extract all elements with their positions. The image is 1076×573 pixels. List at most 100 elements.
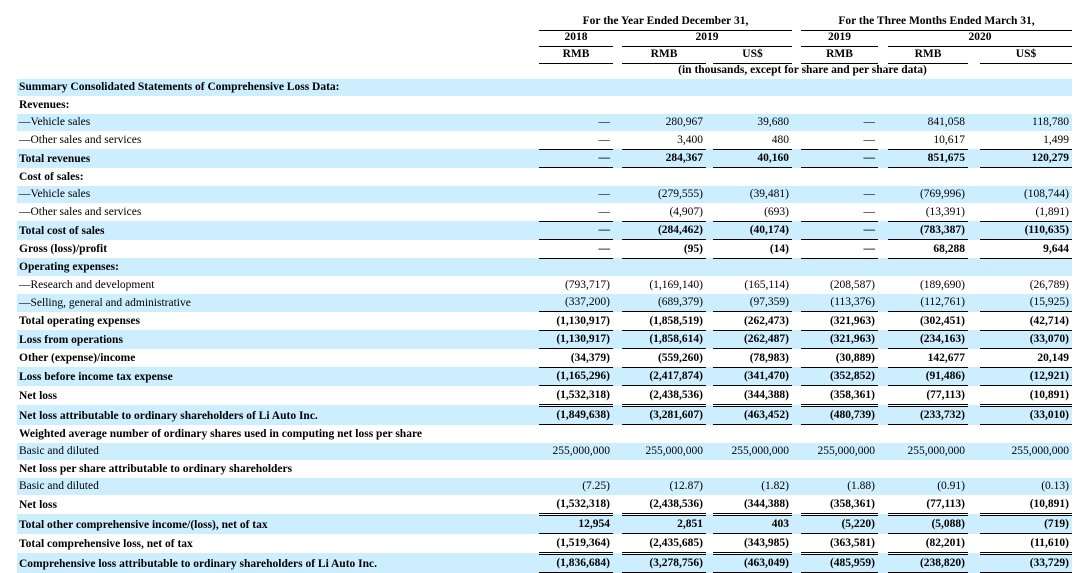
value-cell: (463,049): [713, 553, 792, 573]
column-gap: [968, 495, 980, 514]
column-gap: [878, 478, 888, 496]
column-gap: [613, 96, 622, 114]
value-cell: (2,438,536): [622, 495, 706, 516]
value-cell: 280,967: [665, 116, 703, 128]
value-cell: [713, 168, 792, 186]
table-row: Basic and diluted 255,000,000 255,000,000 2…: [17, 442, 1072, 460]
header-currency-row: RMB RMB US$ RMB RMB US$: [17, 46, 1072, 64]
column-gap: [792, 131, 801, 149]
column-gap: [613, 534, 622, 554]
value-cell: (689,379): [622, 293, 706, 312]
value-cell: 118,780: [1032, 116, 1069, 128]
year-column-2019-quarter: 2019: [801, 30, 878, 47]
column-gap: [878, 386, 888, 406]
value-cell: 255,000,000: [731, 445, 790, 457]
value-cell: (77,113): [888, 385, 968, 407]
value-cell: (344,388): [713, 495, 792, 516]
row-label: Summary Consolidated Statements of Compr…: [19, 81, 340, 93]
column-gap: [878, 553, 888, 573]
column-gap: [878, 367, 888, 386]
column-gap: [792, 276, 801, 294]
column-gap: [792, 96, 801, 114]
value-cell: (783,387): [888, 221, 968, 240]
value-cell: (2,435,685): [622, 533, 706, 555]
column-gap: [706, 276, 713, 294]
value-cell: [888, 79, 968, 97]
column-gap: [792, 168, 801, 186]
column-gap: [706, 168, 713, 186]
value-cell: [801, 168, 878, 186]
value-cell: (30,889): [801, 348, 878, 368]
table-row: Gross (loss)/profit — (95) (14) — 68,288 9,644: [17, 239, 1072, 259]
row-label: —Other sales and services: [19, 134, 142, 146]
value-cell: (7.25): [582, 480, 610, 492]
value-cell: (262,473): [713, 311, 792, 331]
column-gap: [968, 514, 980, 534]
value-cell: [980, 79, 1072, 97]
column-gap: [968, 294, 980, 312]
column-gap: [706, 553, 713, 573]
value-cell: (284,462): [622, 221, 706, 240]
column-gap: [706, 330, 713, 349]
header-period-group-row: For the Year Ended December 31, For the …: [17, 14, 1072, 31]
value-cell: (463,452): [713, 405, 792, 425]
value-cell: (13,391): [888, 203, 968, 222]
value-cell: [980, 258, 1072, 276]
table-body: Summary Consolidated Statements of Compr…: [17, 78, 1072, 573]
column-gap: [792, 114, 801, 132]
value-cell: (234,163): [888, 330, 968, 349]
column-gap: [613, 168, 622, 186]
value-cell: [713, 96, 792, 114]
header-spacer: [792, 30, 801, 47]
value-cell: [539, 96, 613, 114]
value-cell: [622, 425, 706, 443]
value-cell: —: [863, 116, 876, 128]
value-cell: (5,088): [888, 514, 968, 534]
header-spacer: [792, 14, 801, 30]
value-cell: (352,852): [801, 367, 878, 386]
value-cell: (1,519,364): [539, 533, 613, 555]
value-cell: (0.13): [1041, 480, 1069, 492]
column-gap: [792, 425, 801, 443]
row-label: Basic and diluted: [19, 445, 99, 457]
value-cell: (78,983): [713, 348, 792, 368]
column-gap: [613, 460, 622, 478]
value-cell: 480: [713, 131, 792, 150]
row-label: Net loss: [19, 390, 58, 402]
value-cell: (95): [622, 239, 706, 259]
value-cell: (279,555): [657, 188, 703, 200]
row-label: Total comprehensive loss, net of tax: [19, 538, 193, 550]
column-gap: [878, 186, 888, 204]
column-gap: [968, 131, 980, 149]
column-gap: [792, 258, 801, 276]
value-cell: (485,959): [801, 553, 878, 573]
value-cell: (719): [980, 514, 1072, 534]
value-cell: [539, 168, 613, 186]
header-spacer: [792, 47, 801, 64]
value-cell: [980, 425, 1072, 443]
value-cell: (769,996): [919, 188, 965, 200]
value-cell: —: [598, 116, 611, 128]
column-gap: [792, 367, 801, 386]
row-label: Loss before income tax expense: [19, 370, 173, 383]
value-cell: (358,361): [801, 495, 878, 516]
table-row: Total other comprehensive income/(loss),…: [17, 514, 1072, 534]
value-cell: (39,481): [749, 188, 789, 200]
value-cell: (1,858,614): [622, 330, 706, 349]
column-gap: [968, 478, 980, 496]
row-label: Basic and diluted: [19, 480, 99, 492]
column-gap: [968, 534, 980, 554]
column-gap: [968, 460, 980, 478]
value-cell: (33,070): [980, 330, 1072, 349]
column-gap: [613, 276, 622, 294]
table-row: Net loss attributable to ordinary shareh…: [17, 405, 1072, 425]
column-gap: [706, 203, 713, 221]
financial-statements-table: For the Year Ended December 31, For the …: [17, 14, 1072, 573]
header-spacer: [613, 30, 622, 47]
value-cell: (77,113): [888, 495, 968, 516]
value-cell: (1,169,140): [649, 278, 703, 291]
value-cell: (208,587): [829, 278, 875, 291]
column-gap: [878, 240, 888, 259]
value-cell: (1,849,638): [539, 405, 613, 425]
column-gap: [878, 312, 888, 331]
